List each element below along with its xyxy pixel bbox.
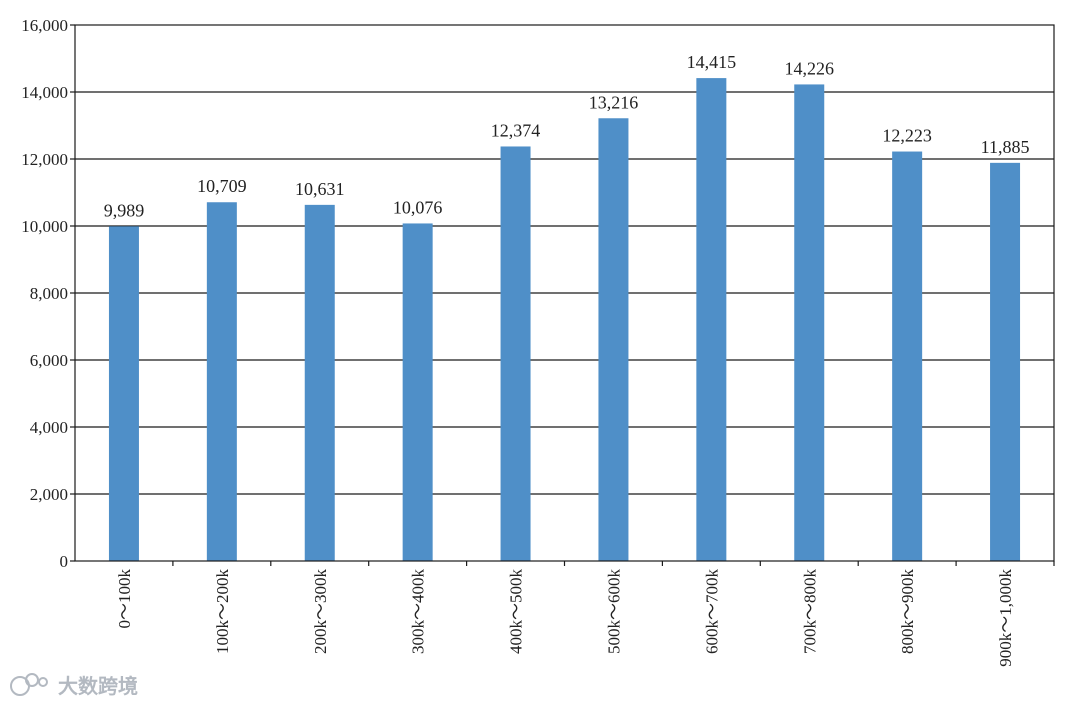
- x-tick-label: 0～100k: [115, 569, 134, 629]
- y-tick-label: 0: [60, 552, 69, 571]
- bar: [794, 84, 825, 561]
- x-tick-label: 100k～200k: [213, 569, 232, 654]
- x-axis-ticks: 0～100k 100k～200k 200k～300k 300k～400k 400k～50…: [115, 561, 1055, 667]
- bar: [696, 78, 727, 561]
- data-label: 11,885: [981, 137, 1030, 157]
- x-tick-label: 200k～300k: [311, 569, 330, 654]
- watermark-logo-icon: [10, 673, 48, 696]
- y-tick-label: 4,000: [30, 418, 68, 437]
- y-tick-label: 6,000: [30, 351, 68, 370]
- y-tick-label: 8,000: [30, 284, 68, 303]
- y-tick-label: 12,000: [21, 150, 68, 169]
- gridlines: [75, 91, 1054, 495]
- y-tick-label: 2,000: [30, 485, 68, 504]
- data-label: 10,076: [393, 197, 443, 217]
- y-tick-label: 14,000: [21, 83, 68, 102]
- data-label: 10,631: [295, 179, 345, 199]
- watermark-text: 大数跨境: [58, 674, 138, 698]
- data-label: 12,223: [882, 126, 932, 146]
- data-label: 14,226: [785, 58, 835, 78]
- bar: [108, 226, 139, 561]
- plot-frame: [74, 24, 1055, 562]
- y-tick-label: 10,000: [21, 217, 68, 236]
- y-axis-ticks: 0 2,000 4,000 6,000 8,000 10,000 12,000 14,000 1…: [21, 16, 75, 571]
- bar: [892, 151, 923, 562]
- bar: [402, 223, 433, 562]
- bar: [990, 162, 1021, 562]
- x-tick-label: 800k～900k: [898, 569, 917, 654]
- x-tick-label: 500k～600k: [604, 569, 623, 654]
- data-label: 14,415: [687, 52, 737, 72]
- data-label: 12,374: [491, 120, 541, 140]
- x-tick-label: 400k～500k: [507, 569, 526, 654]
- data-label: 10,709: [197, 176, 247, 196]
- data-label: 13,216: [589, 92, 639, 112]
- x-tick-label: 900k～1,000k: [996, 569, 1015, 667]
- y-tick-label: 16,000: [21, 16, 68, 35]
- x-tick-label: 600k～700k: [702, 569, 721, 654]
- bar: [304, 204, 335, 561]
- x-tick-label: 700k～800k: [800, 569, 819, 654]
- data-labels: 9,989 10,709 10,631 10,076 12,374 13,216 14,41…: [104, 52, 1030, 220]
- bar: [598, 118, 629, 561]
- data-label: 9,989: [104, 200, 145, 220]
- bar: [500, 146, 531, 561]
- bars: [108, 78, 1021, 562]
- watermark: 大数跨境: [10, 673, 138, 698]
- bar: [206, 202, 237, 561]
- x-tick-label: 300k～400k: [409, 569, 428, 654]
